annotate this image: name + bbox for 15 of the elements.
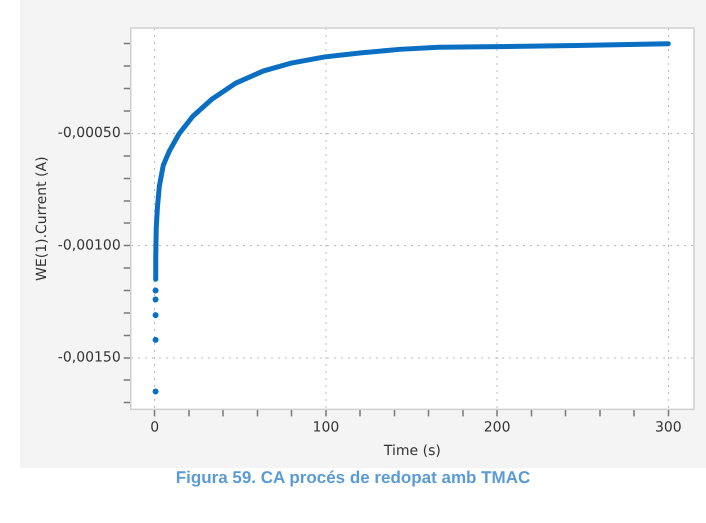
point: [152, 287, 159, 294]
x-tick-label: 200: [484, 419, 510, 436]
y-tick-label: -0,00150: [58, 349, 121, 366]
point: [152, 336, 159, 343]
x-tick-label: 300: [654, 419, 682, 436]
x-tick-label: 100: [312, 419, 340, 436]
point: [152, 312, 159, 318]
x-tick-label: 0: [150, 419, 160, 436]
y-axis-title: WE(1).Current (A): [34, 156, 50, 281]
y-tick-label: -0,00050: [58, 125, 121, 142]
text: Figura 59. CA procés de redopat amb TMAC: [174, 468, 532, 488]
y-tick-label: -0,00100: [58, 237, 121, 254]
point: [152, 388, 159, 394]
x-axis-title: Time (s): [382, 443, 441, 460]
point: [152, 296, 159, 302]
